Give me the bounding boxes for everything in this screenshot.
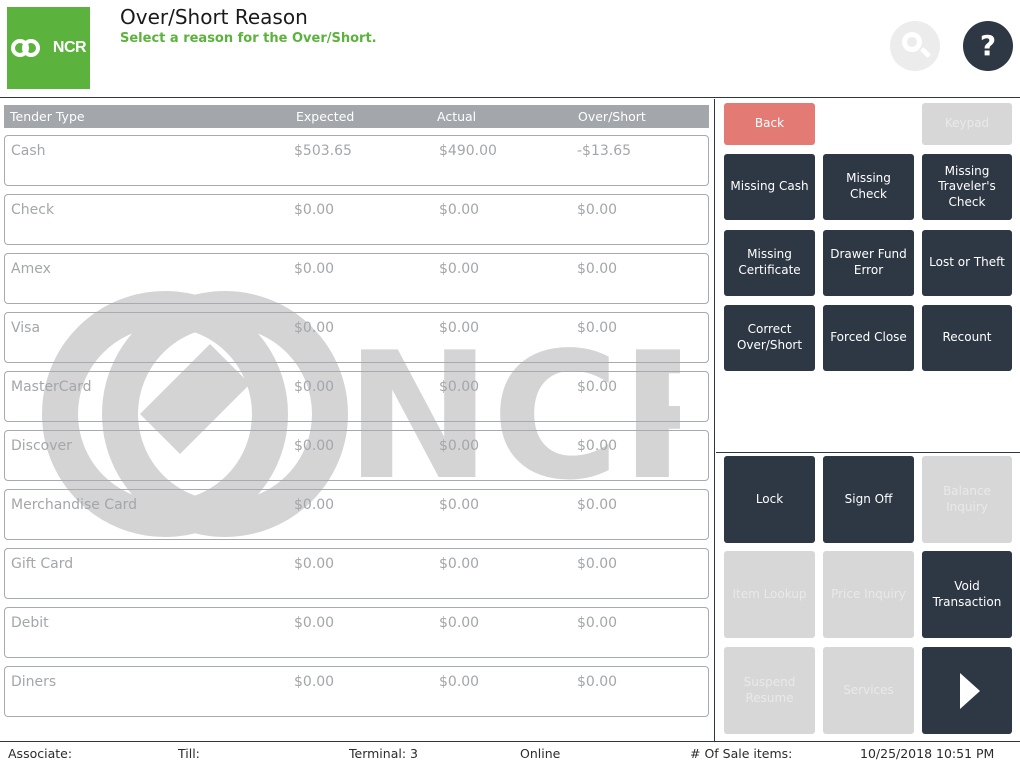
- actual-cell: $0.00: [439, 202, 480, 218]
- tender-type-cell: Discover: [11, 438, 72, 454]
- action-panel: Back Keypad Missing Cash Missing Check M…: [716, 99, 1020, 741]
- expected-cell: $0.00: [294, 556, 335, 572]
- actual-cell: $0.00: [439, 674, 480, 690]
- suspend-resume-button[interactable]: Suspend Resume: [724, 647, 815, 734]
- table-row[interactable]: Visa $0.00 $0.00 $0.00: [4, 312, 709, 363]
- expected-cell: $0.00: [294, 674, 335, 690]
- expected-cell: $0.00: [294, 261, 335, 277]
- over-short-cell: $0.00: [577, 556, 618, 572]
- panel-divider: [716, 452, 1020, 453]
- actual-cell: $0.00: [439, 438, 480, 454]
- ncr-logo-mark-icon: [10, 39, 51, 57]
- tender-type-cell: Cash: [11, 143, 46, 159]
- expected-cell: $0.00: [294, 615, 335, 631]
- page-title: Over/Short Reason: [120, 5, 308, 29]
- actual-cell: $0.00: [439, 320, 480, 336]
- expected-cell: $0.00: [294, 438, 335, 454]
- ncr-logo: NCR: [7, 7, 90, 89]
- tender-type-cell: Merchandise Card: [11, 497, 138, 513]
- drawer-fund-error-button[interactable]: Drawer Fund Error: [823, 230, 914, 296]
- till-label: Till:: [178, 746, 200, 761]
- over-short-cell: $0.00: [577, 615, 618, 631]
- tender-type-cell: Check: [11, 202, 55, 218]
- header: NCR Over/Short Reason Select a reason fo…: [0, 0, 1020, 98]
- actual-cell: $0.00: [439, 261, 480, 277]
- over-short-cell: $0.00: [577, 261, 618, 277]
- services-button[interactable]: Services: [823, 647, 914, 734]
- tender-type-cell: Gift Card: [11, 556, 74, 572]
- column-header-over-short: Over/Short: [578, 109, 646, 124]
- table-header: Tender Type Expected Actual Over/Short: [4, 105, 709, 128]
- over-short-cell: $0.00: [577, 438, 618, 454]
- column-header-expected: Expected: [296, 109, 355, 124]
- actual-cell: $0.00: [439, 556, 480, 572]
- table-row[interactable]: MasterCard $0.00 $0.00 $0.00: [4, 371, 709, 422]
- page-subtitle: Select a reason for the Over/Short.: [120, 31, 377, 46]
- expected-cell: $0.00: [294, 202, 335, 218]
- column-header-actual: Actual: [437, 109, 477, 124]
- actual-cell: $0.00: [439, 615, 480, 631]
- tender-type-cell: Visa: [11, 320, 41, 336]
- sale-items-label: # Of Sale items:: [690, 746, 793, 761]
- item-lookup-button[interactable]: Item Lookup: [724, 551, 815, 638]
- tender-type-cell: Debit: [11, 615, 49, 631]
- expected-cell: $0.00: [294, 497, 335, 513]
- over-short-cell: $0.00: [577, 202, 618, 218]
- actual-cell: $490.00: [439, 143, 497, 159]
- table-row[interactable]: Amex $0.00 $0.00 $0.00: [4, 253, 709, 304]
- actual-cell: $0.00: [439, 379, 480, 395]
- datetime: 10/25/2018 10:51 PM: [860, 746, 995, 761]
- tender-type-cell: MasterCard: [11, 379, 92, 395]
- missing-cash-button[interactable]: Missing Cash: [724, 154, 815, 220]
- status-bar: Associate: Till: Terminal: 3 Online # Of…: [0, 741, 1020, 764]
- lost-or-theft-button[interactable]: Lost or Theft: [922, 230, 1012, 296]
- table-row[interactable]: Debit $0.00 $0.00 $0.00: [4, 607, 709, 658]
- search-button[interactable]: [890, 21, 940, 71]
- table-row[interactable]: Discover $0.00 $0.00 $0.00: [4, 430, 709, 481]
- void-transaction-button[interactable]: Void Transaction: [922, 551, 1012, 638]
- logo-text: NCR: [52, 39, 87, 56]
- actual-cell: $0.00: [439, 497, 480, 513]
- over-short-cell: $0.00: [577, 320, 618, 336]
- associate-label: Associate:: [8, 746, 73, 761]
- missing-certificate-button[interactable]: Missing Certificate: [724, 230, 815, 296]
- connection-status: Online: [520, 746, 561, 761]
- tender-table-panel: NCR Tender Type Expected Actual Over/Sho…: [0, 99, 715, 741]
- expected-cell: $0.00: [294, 320, 335, 336]
- over-short-cell: $0.00: [577, 674, 618, 690]
- table-row[interactable]: Check $0.00 $0.00 $0.00: [4, 194, 709, 245]
- back-button[interactable]: Back: [724, 103, 815, 145]
- missing-travelers-check-button[interactable]: Missing Traveler's Check: [922, 154, 1012, 220]
- over-short-cell: $0.00: [577, 497, 618, 513]
- search-icon: [902, 32, 922, 52]
- table-row[interactable]: Merchandise Card $0.00 $0.00 $0.00: [4, 489, 709, 540]
- price-inquiry-button[interactable]: Price Inquiry: [823, 551, 914, 638]
- missing-check-button[interactable]: Missing Check: [823, 154, 914, 220]
- correct-over-short-button[interactable]: Correct Over/Short: [724, 305, 815, 371]
- tender-type-cell: Diners: [11, 674, 57, 690]
- forced-close-button[interactable]: Forced Close: [823, 305, 914, 371]
- over-short-cell: $0.00: [577, 379, 618, 395]
- help-button[interactable]: ?: [963, 21, 1013, 71]
- balance-inquiry-button[interactable]: Balance Inquiry: [922, 456, 1012, 543]
- terminal-label: Terminal: 3: [349, 746, 418, 761]
- tender-type-cell: Amex: [11, 261, 51, 277]
- lock-button[interactable]: Lock: [724, 456, 815, 543]
- table-row[interactable]: Diners $0.00 $0.00 $0.00: [4, 666, 709, 717]
- over-short-cell: -$13.65: [577, 143, 632, 159]
- sign-off-button[interactable]: Sign Off: [823, 456, 914, 543]
- column-header-tender-type: Tender Type: [10, 109, 85, 124]
- chevron-right-icon: [960, 672, 980, 709]
- keypad-button[interactable]: Keypad: [922, 103, 1012, 145]
- next-page-button[interactable]: [922, 647, 1012, 734]
- table-row[interactable]: Cash $503.65 $490.00 -$13.65: [4, 135, 709, 186]
- table-row[interactable]: Gift Card $0.00 $0.00 $0.00: [4, 548, 709, 599]
- recount-button[interactable]: Recount: [922, 305, 1012, 371]
- expected-cell: $503.65: [294, 143, 352, 159]
- expected-cell: $0.00: [294, 379, 335, 395]
